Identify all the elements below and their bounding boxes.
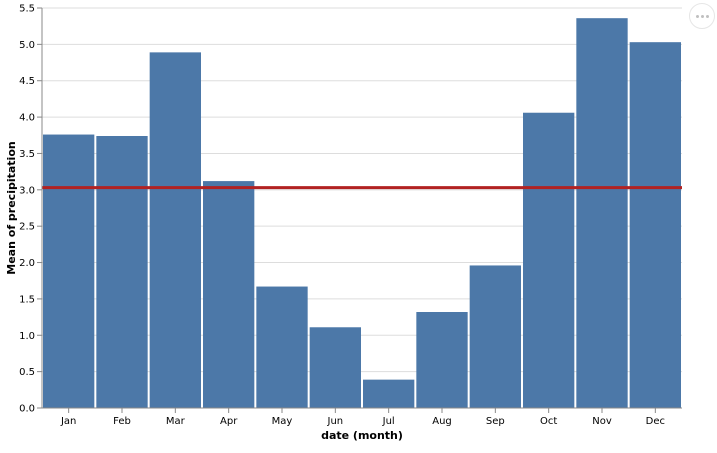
y-tick-label: 0.0 xyxy=(19,404,35,415)
x-tick-label: Mar xyxy=(166,416,186,427)
y-tick-label: 0.5 xyxy=(19,367,35,378)
bar-oct xyxy=(523,112,575,409)
chart-actions-button[interactable] xyxy=(689,3,715,29)
y-tick-label: 5.5 xyxy=(19,4,35,15)
bar-jul xyxy=(363,379,415,408)
x-tick-label: Feb xyxy=(113,416,131,427)
x-axis-title: date (month) xyxy=(321,429,403,442)
x-tick-label: Sep xyxy=(486,416,505,427)
x-tick-label: May xyxy=(272,416,293,427)
bar-chart: 0.0 0.5 1.0 1.5 2.0 2.5 3.0 3.5 4.0 4.5 5.0 5.5 Jan F… xyxy=(5,4,682,442)
x-tick-label: Jun xyxy=(327,416,344,427)
bars xyxy=(43,18,681,409)
x-tick-label: Dec xyxy=(646,416,665,427)
x-tick-label: Nov xyxy=(592,416,612,427)
y-tick-label: 1.5 xyxy=(19,294,35,305)
bar-may xyxy=(256,286,308,408)
axes: 0.0 0.5 1.0 1.5 2.0 2.5 3.0 3.5 4.0 4.5 5.0 5.5 Jan F… xyxy=(19,4,682,427)
x-tick-label: Jan xyxy=(60,416,76,427)
x-tick-label: Apr xyxy=(220,416,238,427)
y-tick-label: 3.0 xyxy=(19,185,35,196)
bar-sep xyxy=(469,265,521,408)
y-tick-label: 4.0 xyxy=(19,113,35,124)
y-tick-label: 2.0 xyxy=(19,258,35,269)
x-tick-label: Jul xyxy=(382,416,395,427)
y-tick-label: 1.0 xyxy=(19,331,35,342)
bar-jun xyxy=(309,327,361,408)
bar-dec xyxy=(629,42,681,408)
bar-mar xyxy=(149,52,201,408)
y-axis-title: Mean of precipitation xyxy=(5,141,18,274)
bar-apr xyxy=(203,181,255,408)
x-tick-label: Aug xyxy=(432,416,452,427)
bar-aug xyxy=(416,312,468,408)
x-tick-label: Oct xyxy=(540,416,557,427)
y-tick-label: 3.5 xyxy=(19,149,35,160)
bar-feb xyxy=(96,136,148,408)
gridlines xyxy=(42,7,682,409)
y-tick-label: 2.5 xyxy=(19,222,35,233)
y-tick-label: 4.5 xyxy=(19,76,35,87)
bar-jan xyxy=(43,134,95,408)
y-tick-label: 5.0 xyxy=(19,40,35,51)
bar-nov xyxy=(576,18,628,408)
more-horizontal-icon xyxy=(696,15,699,18)
